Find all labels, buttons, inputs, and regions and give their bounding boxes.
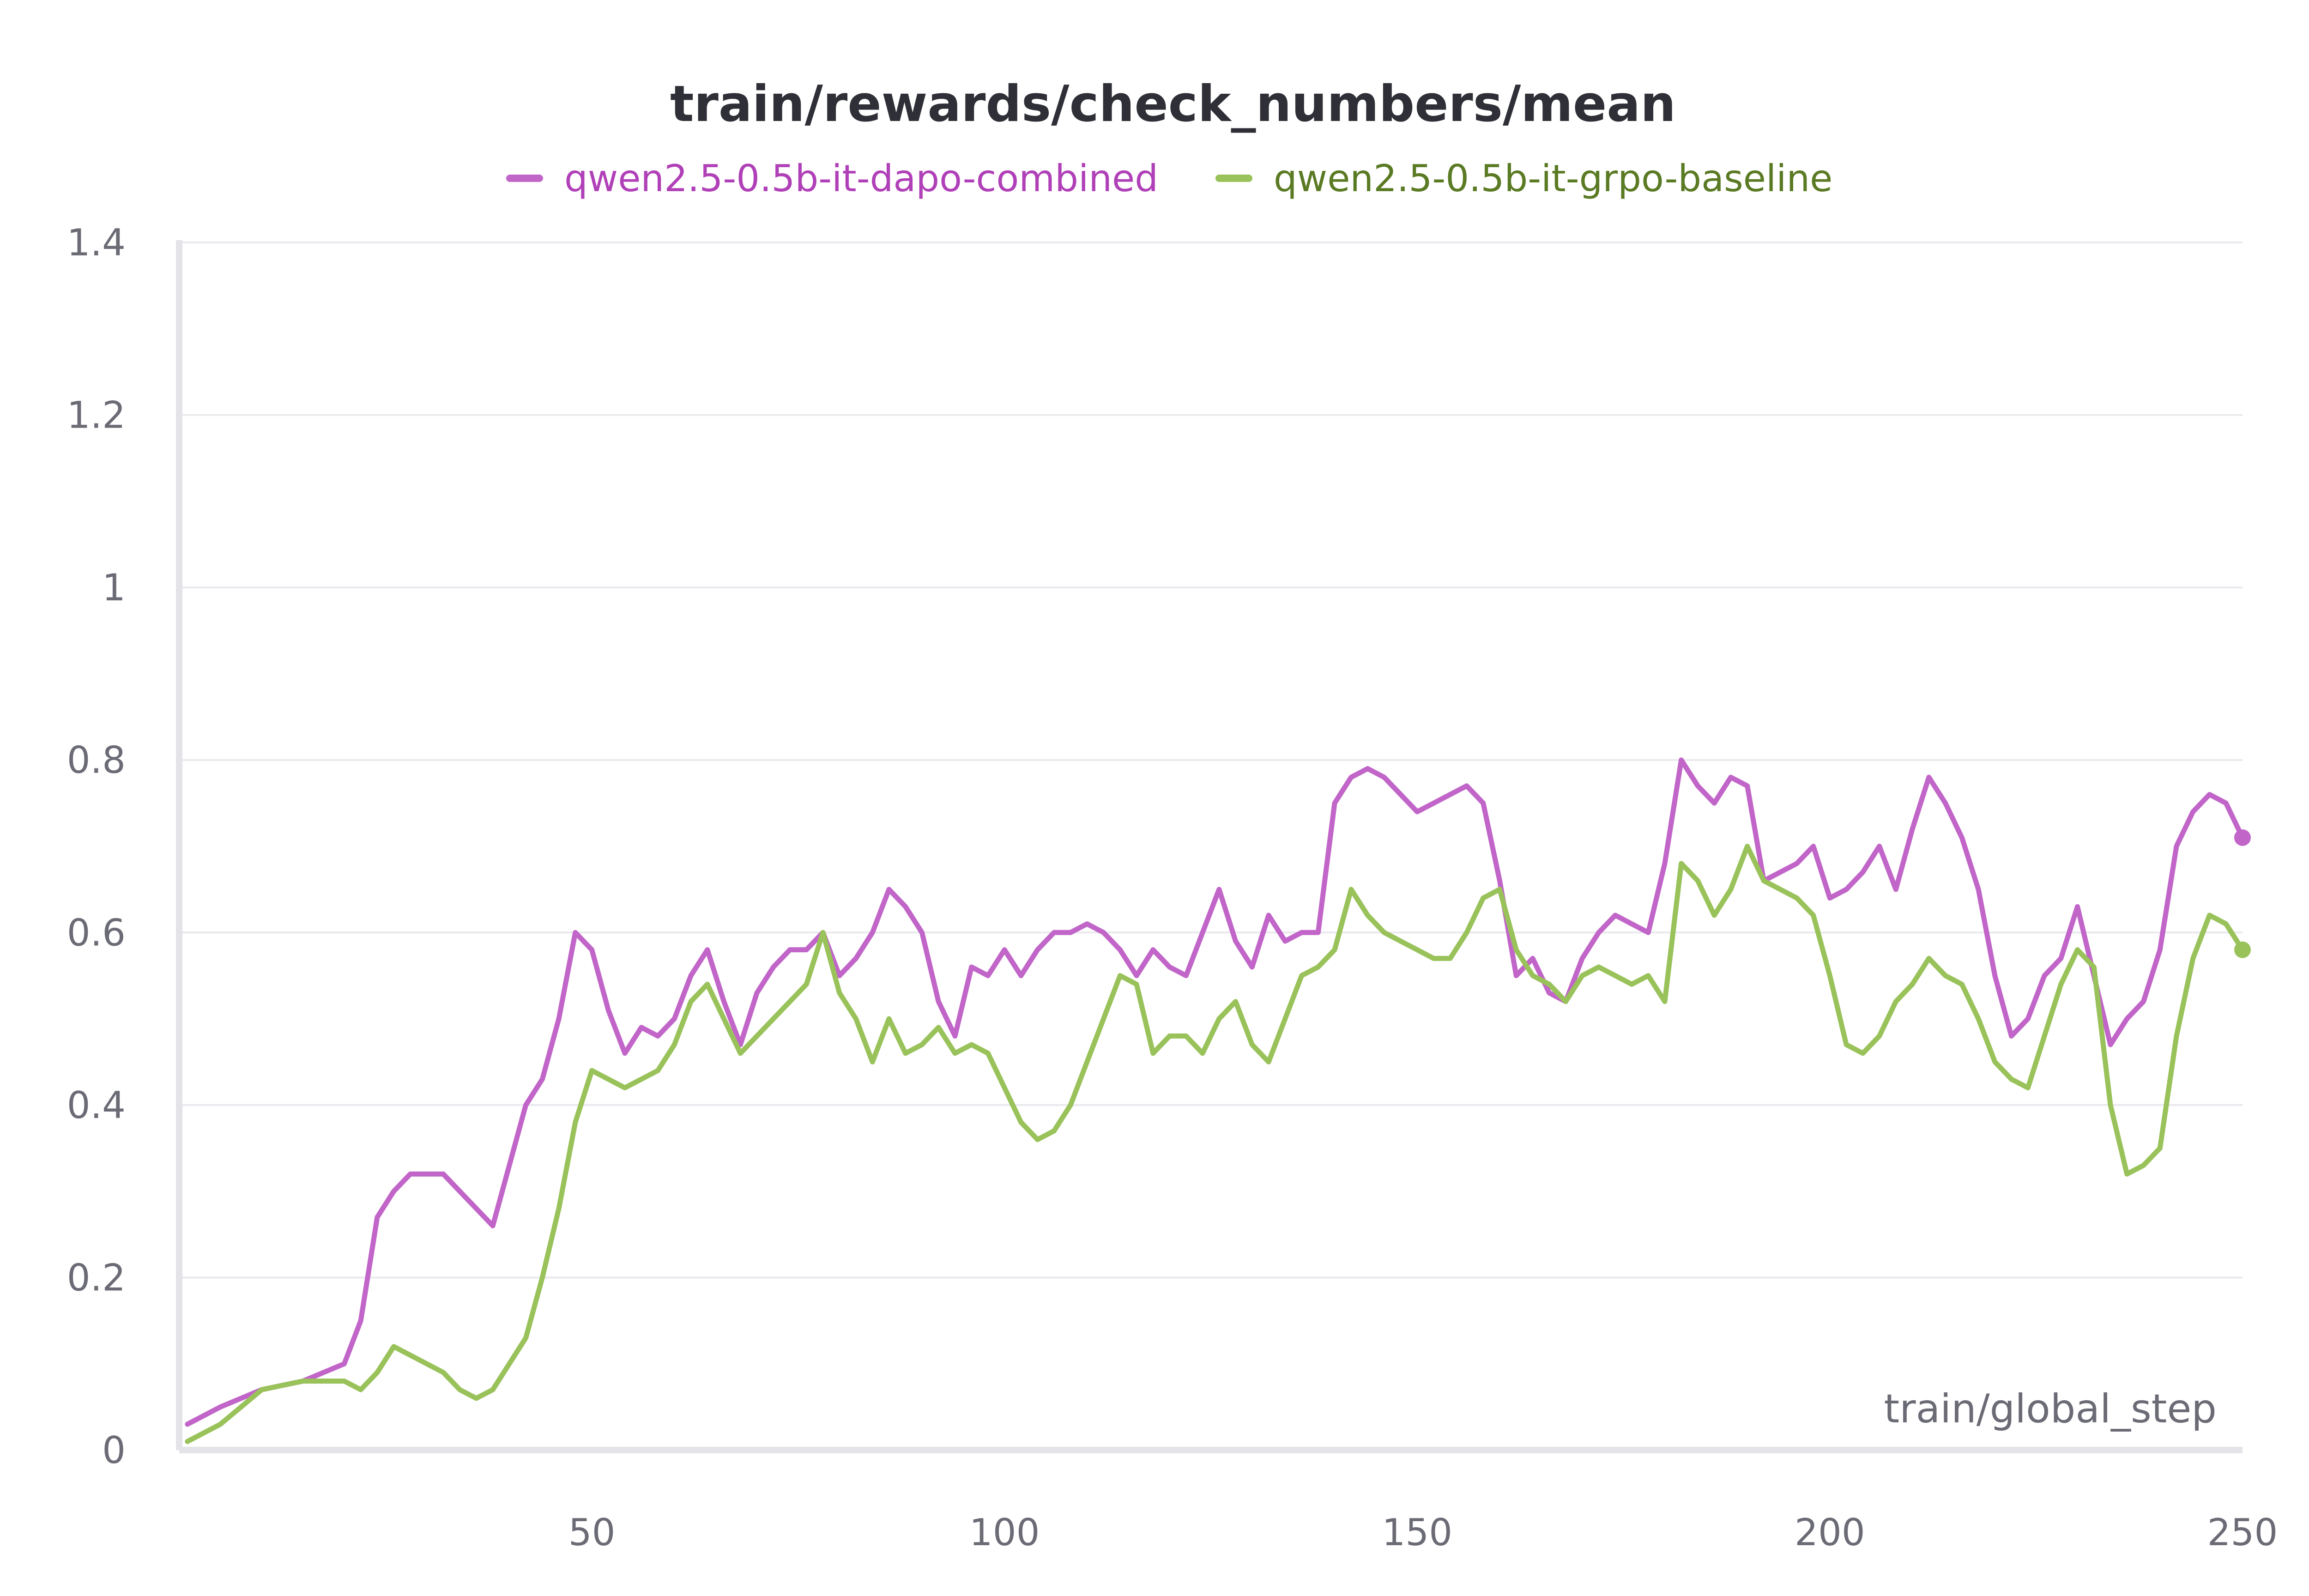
chart-title: train/rewards/check_numbers/mean <box>670 75 1676 133</box>
y-tick-label: 0.4 <box>67 1084 126 1127</box>
legend-label-grpo: qwen2.5-0.5b-it-grpo-baseline <box>1274 157 1832 200</box>
axes <box>176 240 2243 1453</box>
y-tick-label: 0 <box>102 1429 126 1472</box>
y-tick-label: 1.2 <box>67 394 126 437</box>
y-tick-label: 1.4 <box>67 221 126 264</box>
x-tick-label: 200 <box>1795 1511 1865 1554</box>
x-tick-label: 250 <box>2207 1511 2278 1554</box>
series-line[interactable] <box>185 757 2245 1427</box>
x-tick-label: 100 <box>969 1511 1040 1554</box>
legend-item-grpo[interactable]: qwen2.5-0.5b-it-grpo-baseline <box>1215 157 1832 200</box>
series-dapo <box>185 757 2251 1427</box>
series-line[interactable] <box>185 844 2245 1444</box>
series-end-point[interactable] <box>2234 829 2251 846</box>
y-tick-label: 0.6 <box>67 911 126 954</box>
series-end-point[interactable] <box>2234 941 2251 958</box>
y-tick-label: 0.2 <box>67 1256 126 1299</box>
legend-label-dapo: qwen2.5-0.5b-it-dapo-combined <box>564 157 1158 200</box>
y-tick-label: 0.8 <box>67 739 126 782</box>
legend-item-dapo[interactable]: qwen2.5-0.5b-it-dapo-combined <box>506 157 1158 200</box>
x-tick-label: 50 <box>568 1511 616 1554</box>
x-axis-label: train/global_step <box>1884 1386 2217 1432</box>
y-tick-label: 1 <box>102 566 126 609</box>
plot-area <box>185 757 2251 1444</box>
legend: qwen2.5-0.5b-it-dapo-combined qwen2.5-0.… <box>506 157 1832 200</box>
legend-swatch-grpo <box>1215 175 1252 182</box>
gridlines <box>179 242 2243 1279</box>
legend-swatch-dapo <box>506 175 543 182</box>
x-tick-label: 150 <box>1382 1511 1452 1554</box>
series-grpo <box>185 844 2251 1444</box>
tick-labels: 0 0.2 0.4 0.6 0.8 1 1.2 1.4 50 100 150 200 250 <box>67 221 2278 1554</box>
